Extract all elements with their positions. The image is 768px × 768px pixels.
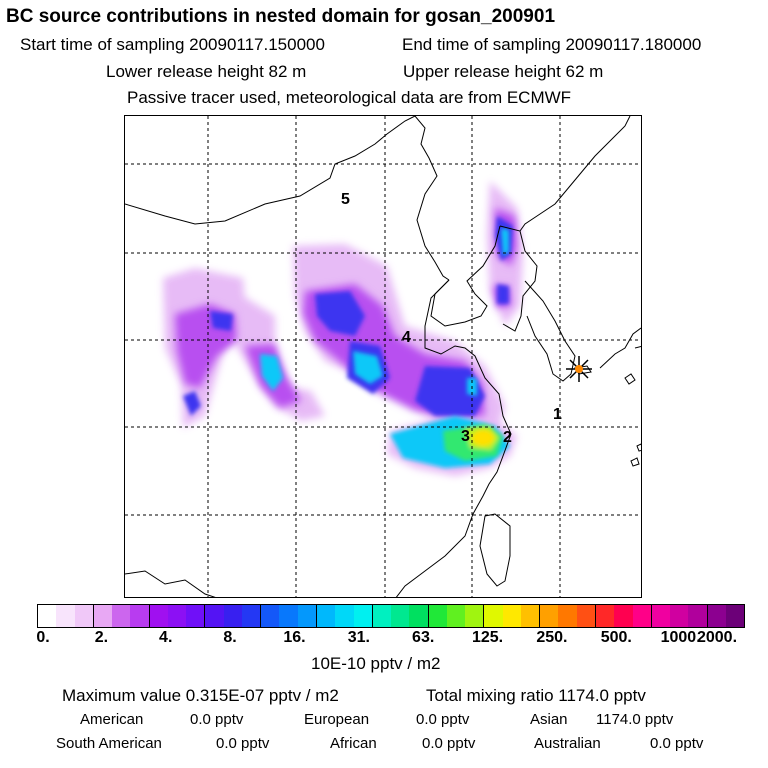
color-swatch	[520, 605, 541, 627]
color-scale-tick: 125.	[471, 629, 504, 646]
color-swatch	[56, 605, 75, 627]
african-label: African	[330, 735, 377, 752]
color-swatch	[279, 605, 298, 627]
color-swatch	[670, 605, 689, 627]
coastline-lines	[125, 116, 641, 597]
color-scale-tick: 31.	[347, 629, 370, 646]
asian-label: Asian	[530, 711, 568, 728]
region-label-4: 4	[402, 329, 411, 346]
upper-release-label: Upper release height 62 m	[403, 62, 604, 81]
color-swatch	[38, 605, 57, 627]
map-canvas: 5 4 3 2 1	[125, 116, 641, 597]
color-scale-tick: 4.	[159, 629, 173, 646]
color-swatch	[428, 605, 447, 627]
color-swatch	[707, 605, 726, 627]
color-scale-tick: 8.	[223, 629, 237, 646]
color-swatch	[149, 605, 168, 627]
color-swatch	[446, 605, 466, 627]
color-swatch	[297, 605, 317, 627]
american-label: American	[80, 711, 144, 728]
color-scale-tick: 1000.	[660, 629, 701, 646]
color-swatch	[186, 605, 206, 627]
color-scale-tick: 250.	[536, 629, 568, 646]
african-value: 0.0 pptv	[422, 735, 476, 752]
color-swatch	[614, 605, 633, 627]
color-scale-tick: 2000.	[696, 629, 738, 646]
color-swatch	[725, 605, 745, 627]
lower-release-label: Lower release height 82 m	[106, 62, 307, 81]
color-swatch	[688, 605, 708, 627]
color-swatch	[391, 605, 410, 627]
color-swatch	[93, 605, 113, 627]
region-label-2: 2	[503, 429, 512, 446]
color-swatch	[465, 605, 485, 627]
total-mixing-ratio-label: Total mixing ratio 1174.0 pptv	[426, 686, 646, 705]
color-scale-tick: 2.	[94, 629, 109, 646]
asian-value: 1174.0 pptv	[596, 711, 674, 728]
color-swatch	[261, 605, 280, 627]
color-swatch	[372, 605, 392, 627]
color-scale-tick: 0.	[36, 629, 50, 646]
american-value: 0.0 pptv	[190, 711, 244, 728]
source-contribution-map: 5 4 3 2 1	[124, 115, 642, 598]
color-scale-tick: 16.	[283, 629, 306, 646]
australian-label: Australian	[534, 735, 601, 752]
color-swatch	[484, 605, 503, 627]
color-swatch	[241, 605, 262, 627]
color-scale-tick: 63.	[412, 629, 435, 646]
color-scale-units: 10E-10 pptv / m2	[311, 654, 441, 673]
color-swatch	[502, 605, 521, 627]
color-swatch	[112, 605, 131, 627]
color-swatch	[223, 605, 242, 627]
color-swatch	[316, 605, 336, 627]
region-label-1: 1	[553, 406, 562, 423]
color-swatch	[651, 605, 671, 627]
end-time-label: End time of sampling 20090117.180000	[402, 35, 702, 54]
european-label: European	[304, 711, 370, 728]
color-swatch	[540, 605, 559, 627]
map-title: BC source contributions in nested domain…	[6, 6, 556, 27]
color-swatch	[409, 605, 429, 627]
australian-value: 0.0 pptv	[650, 735, 704, 752]
color-swatch	[74, 605, 94, 627]
tracer-note: Passive tracer used, meteorological data…	[127, 88, 572, 107]
color-swatch	[595, 605, 615, 627]
color-scale-tick: 500.	[600, 629, 632, 646]
maximum-value-label: Maximum value 0.315E-07 pptv / m2	[62, 686, 339, 705]
color-swatch	[576, 605, 596, 627]
color-swatch	[353, 605, 373, 627]
lat-lon-grid	[125, 116, 641, 597]
south-american-value: 0.0 pptv	[216, 735, 270, 752]
color-swatch	[335, 605, 354, 627]
start-time-label: Start time of sampling 20090117.150000	[20, 35, 325, 54]
concentration-plume	[163, 181, 523, 476]
star-burst-icon	[566, 356, 592, 382]
color-scale-bar	[37, 604, 745, 628]
color-swatch	[205, 605, 224, 627]
region-label-5: 5	[341, 191, 350, 208]
color-swatch	[558, 605, 577, 627]
european-value: 0.0 pptv	[416, 711, 470, 728]
color-swatch	[167, 605, 187, 627]
region-label-3: 3	[461, 428, 470, 445]
color-swatch	[130, 605, 150, 627]
south-american-label: South American	[56, 735, 162, 752]
color-swatch	[632, 605, 652, 627]
